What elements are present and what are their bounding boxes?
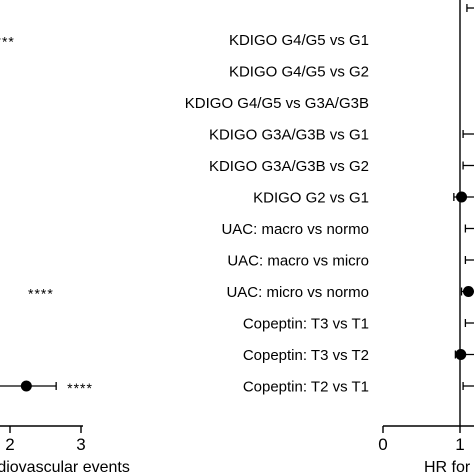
estimate-point-right [456, 191, 468, 203]
significance-stars: **** [67, 380, 93, 396]
comparison-label: KDIGO G3A/G3B vs G2 [209, 158, 369, 175]
x-tick-label-right: 1 [455, 435, 464, 454]
comparison-labels: KDIGO G4/G5 vs G1 KDIGO G4/G5 vs G2 KDIGO … [185, 32, 369, 396]
comparison-label: Copeptin: T3 vs T2 [243, 347, 369, 364]
comparison-label: KDIGO G2 vs G1 [253, 190, 369, 207]
comparison-label: Copeptin: T3 vs T1 [243, 316, 369, 333]
comparison-label: Copeptin: T2 vs T1 [243, 379, 369, 396]
x-axis-title-right: HR for [424, 459, 471, 474]
left-forest-panel: 123rdiovascular events******************… [0, 34, 130, 474]
significance-stars: **** [0, 34, 15, 50]
significance-stars: **** [28, 286, 54, 302]
estimate-point-left [20, 380, 32, 392]
x-tick-label-left: 2 [5, 435, 14, 454]
comparison-label: UAC: macro vs micro [227, 253, 369, 270]
x-tick-label-right: 0 [378, 435, 387, 454]
x-axis-title-left: rdiovascular events [0, 459, 130, 474]
comparison-label: KDIGO G4/G5 vs G1 [229, 32, 369, 49]
x-tick-label-left: 3 [76, 435, 85, 454]
comparison-label: KDIGO G4/G5 vs G3A/G3B [185, 95, 369, 112]
right-forest-panel: 0 1 HR for [378, 0, 474, 474]
estimate-point-right [462, 286, 474, 297]
comparison-label: KDIGO G3A/G3B vs G1 [209, 127, 369, 144]
comparison-label: UAC: macro vs normo [221, 221, 369, 238]
comparison-label: UAC: micro vs normo [226, 284, 369, 301]
comparison-label: KDIGO G4/G5 vs G2 [229, 64, 369, 81]
estimate-point-right [455, 349, 467, 360]
